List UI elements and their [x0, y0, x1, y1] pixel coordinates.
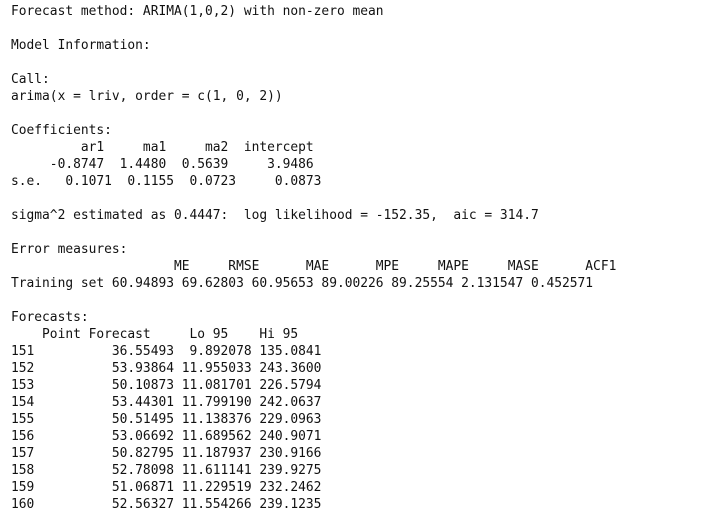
blank-line — [11, 105, 711, 122]
forecast-row: 155 50.51495 11.138376 229.0963 — [11, 412, 322, 427]
forecast-row: 156 53.06692 11.689562 240.9071 — [11, 429, 322, 444]
forecasts-header: Forecasts: — [11, 310, 89, 325]
error-measures-header: Error measures: — [11, 242, 128, 257]
coefficients-values-line: -0.8747 1.4480 0.5639 3.9486 — [11, 157, 314, 172]
call-header: Call: — [11, 72, 50, 87]
blank-line — [11, 190, 711, 207]
sigma-likelihood-line: sigma^2 estimated as 0.4447: log likelih… — [11, 208, 539, 223]
error-measures-values-line: Training set 60.94893 69.62803 60.95653 … — [11, 276, 594, 291]
error-measures-columns-line: ME RMSE MAE MPE MAPE MASE ACF1 — [11, 259, 617, 274]
call-text: arima(x = lriv, order = c(1, 0, 2)) — [11, 89, 283, 104]
blank-line — [11, 292, 711, 309]
blank-line — [11, 20, 711, 37]
forecast-row: 154 53.44301 11.799190 242.0637 — [11, 395, 322, 410]
forecast-row: 160 52.56327 11.554266 239.1235 — [11, 497, 322, 512]
forecast-columns-line: Point Forecast Lo 95 Hi 95 — [11, 327, 299, 342]
forecast-row: 153 50.10873 11.081701 226.5794 — [11, 378, 322, 393]
blank-line — [11, 224, 711, 241]
model-information-header: Model Information: — [11, 38, 151, 53]
forecast-row: 151 36.55493 9.892078 135.0841 — [11, 344, 322, 359]
coefficients-columns-line: ar1 ma1 ma2 intercept — [11, 140, 314, 155]
coefficients-header: Coefficients: — [11, 123, 112, 138]
forecast-method-line: Forecast method: ARIMA(1,0,2) with non-z… — [11, 4, 384, 19]
forecast-row: 159 51.06871 11.229519 232.2462 — [11, 480, 322, 495]
r-console-output: Forecast method: ARIMA(1,0,2) with non-z… — [11, 3, 711, 521]
forecast-row: 157 50.82795 11.187937 230.9166 — [11, 446, 322, 461]
coefficients-se-line: s.e. 0.1071 0.1155 0.0723 0.0873 — [11, 174, 322, 189]
blank-line — [11, 54, 711, 71]
forecast-row: 158 52.78098 11.611141 239.9275 — [11, 463, 322, 478]
forecast-row: 152 53.93864 11.955033 243.3600 — [11, 361, 322, 376]
